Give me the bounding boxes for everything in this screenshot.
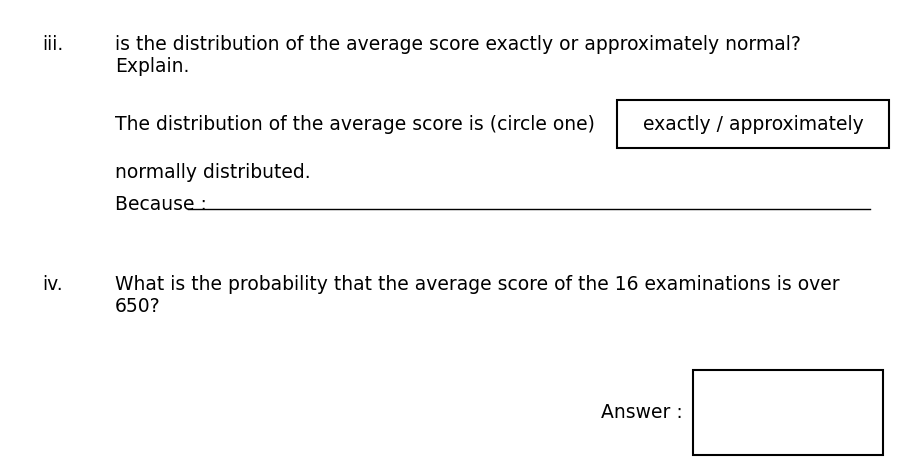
- Bar: [617, 100, 889, 148]
- Text: Because :: Because :: [115, 195, 207, 214]
- Text: is the distribution of the average score exactly or approximately normal?: is the distribution of the average score…: [115, 35, 801, 54]
- Text: normally distributed.: normally distributed.: [115, 163, 310, 182]
- Text: iii.: iii.: [42, 35, 63, 54]
- Text: iv.: iv.: [42, 275, 63, 294]
- Text: Answer :: Answer :: [601, 403, 683, 422]
- Text: What is the probability that the average score of the 16 examinations is over: What is the probability that the average…: [115, 275, 840, 294]
- Bar: [693, 370, 883, 455]
- Text: 650?: 650?: [115, 297, 161, 316]
- Text: The distribution of the average score is (circle one): The distribution of the average score is…: [115, 115, 595, 134]
- Text: Explain.: Explain.: [115, 57, 190, 76]
- Text: exactly / approximately: exactly / approximately: [643, 115, 863, 134]
